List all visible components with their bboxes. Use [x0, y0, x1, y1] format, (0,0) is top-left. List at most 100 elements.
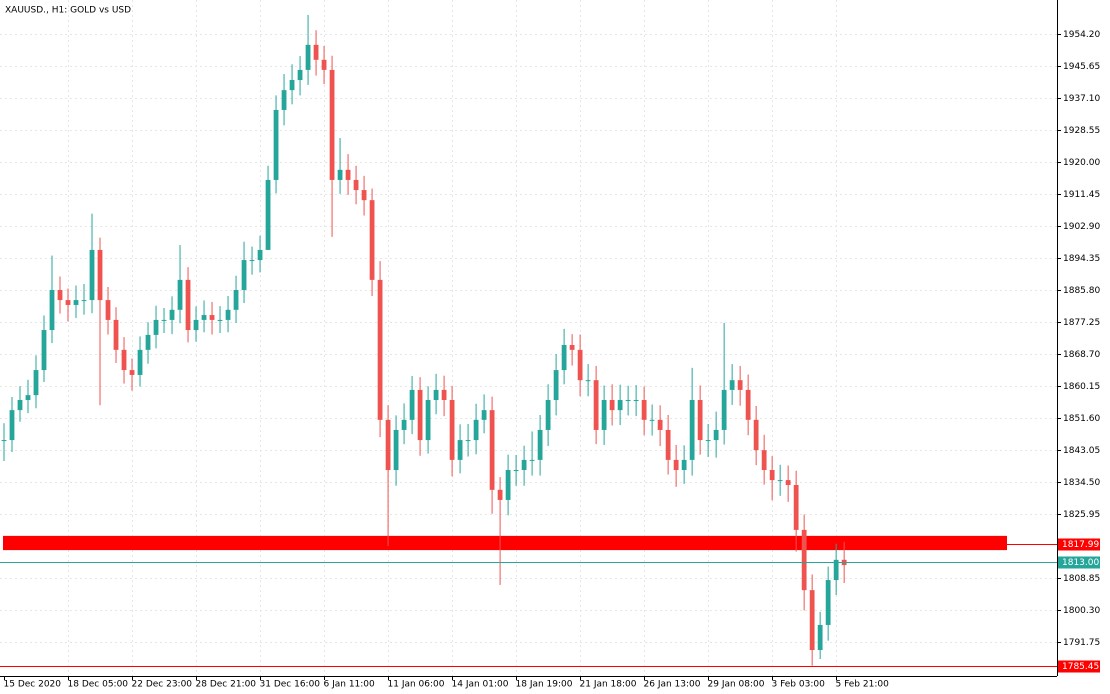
candle-body: [353, 179, 359, 191]
candle-body: [505, 470, 511, 500]
candle-body: [601, 400, 607, 430]
candle-body: [465, 440, 471, 442]
candle-body: [473, 419, 479, 441]
candle-body: [481, 410, 487, 420]
candle-body: [57, 289, 63, 301]
candle-body: [361, 190, 367, 201]
candle-body: [633, 400, 639, 402]
candle-body: [553, 370, 559, 401]
candle-body: [145, 334, 151, 350]
y-tick-label: 1911.45: [1063, 190, 1100, 200]
candle-body: [201, 315, 207, 320]
y-tick-label: 1843.05: [1063, 446, 1100, 456]
candle-body: [281, 90, 287, 110]
x-tick-label: 6 Jan 11:00: [324, 680, 376, 690]
candle-body: [345, 169, 351, 180]
candle-body: [153, 319, 159, 335]
candle-body: [521, 459, 527, 471]
price-tag: [1058, 556, 1100, 569]
candle-body: [225, 309, 231, 320]
candle-body: [561, 344, 567, 371]
x-tick-label: 28 Dec 21:00: [196, 680, 257, 690]
candle-body: [161, 319, 167, 321]
y-tick-label: 1928.55: [1063, 126, 1100, 136]
candle-body: [537, 429, 543, 460]
price-tag-label: 1817.99: [1062, 540, 1099, 550]
candle-body: [137, 349, 143, 375]
candle-body: [681, 459, 687, 471]
candle-body: [825, 580, 831, 625]
candle-body: [65, 300, 71, 305]
candle-body: [529, 459, 535, 461]
candle-body: [569, 344, 575, 350]
candle-body: [649, 419, 655, 421]
x-tick-label: 18 Dec 05:00: [68, 680, 129, 690]
y-tick-label: 1851.60: [1063, 414, 1100, 424]
candle-body: [241, 260, 247, 290]
candle-body: [689, 400, 695, 460]
candle-body: [73, 300, 79, 305]
y-tick-label: 1834.50: [1063, 478, 1100, 488]
candle-body: [497, 489, 503, 500]
x-tick-label: 21 Jan 18:00: [580, 680, 637, 690]
candle-body: [257, 249, 263, 261]
x-tick-label: 15 Dec 2020: [4, 680, 62, 690]
candle-body: [9, 410, 15, 441]
candle-body: [41, 330, 47, 371]
candle-body: [641, 400, 647, 420]
candle-body: [785, 480, 791, 485]
x-tick-label: 5 Feb 21:00: [836, 680, 890, 690]
candle-body: [121, 349, 127, 371]
candle-body: [273, 109, 279, 180]
candle-body: [489, 410, 495, 490]
candle-body: [769, 470, 775, 481]
candle-body: [697, 400, 703, 441]
candle-body: [833, 559, 839, 581]
x-tick-label: 14 Jan 01:00: [452, 680, 509, 690]
candle-body: [721, 389, 727, 430]
x-tick-label: 29 Jan 08:00: [708, 680, 765, 690]
x-tick-label: 31 Dec 16:00: [260, 680, 321, 690]
x-tick-label: 18 Jan 19:00: [516, 680, 573, 690]
candle-body: [593, 380, 599, 430]
x-tick-label: 3 Feb 03:00: [772, 680, 826, 690]
y-tick-label: 1920.00: [1063, 158, 1100, 168]
price-tag-label: 1813.00: [1062, 558, 1099, 568]
price-tag: [1058, 660, 1100, 673]
y-tick-label: 1902.90: [1063, 222, 1100, 232]
candle-body: [713, 429, 719, 441]
candle-body: [17, 400, 23, 411]
y-tick-label: 1800.30: [1063, 606, 1100, 616]
candle-body: [33, 370, 39, 396]
candle-body: [321, 59, 327, 70]
candle-body: [625, 400, 631, 402]
y-tick-label: 1937.10: [1063, 94, 1100, 104]
candle-body: [97, 249, 103, 301]
candle-body: [545, 400, 551, 430]
candle-body: [801, 529, 807, 591]
candle-body: [233, 289, 239, 310]
candle-body: [417, 389, 423, 441]
candle-body: [817, 624, 823, 651]
candle-body: [657, 419, 663, 430]
y-tick-label: 1808.85: [1063, 574, 1100, 584]
candle-body: [81, 300, 87, 302]
price-tag-label: 1785.45: [1062, 662, 1099, 672]
candle-body: [377, 279, 383, 420]
candle-body: [761, 450, 767, 471]
axes: 1954.20 1945.65 1937.10 1928.55 1920.00 1911.…: [4, 30, 1101, 690]
candle-body: [673, 459, 679, 471]
candle-body: [409, 389, 415, 420]
candle-body: [289, 80, 295, 91]
chart-title: XAUUSD., H1: GOLD vs USD: [5, 6, 131, 16]
candle-body: [385, 419, 391, 471]
candle-body: [393, 429, 399, 471]
candle-body: [425, 400, 431, 441]
candle-body: [609, 400, 615, 411]
candle-body: [433, 389, 439, 401]
price-tag: [1058, 538, 1100, 551]
grid: [0, 0, 1057, 676]
candle-body: [305, 44, 311, 70]
